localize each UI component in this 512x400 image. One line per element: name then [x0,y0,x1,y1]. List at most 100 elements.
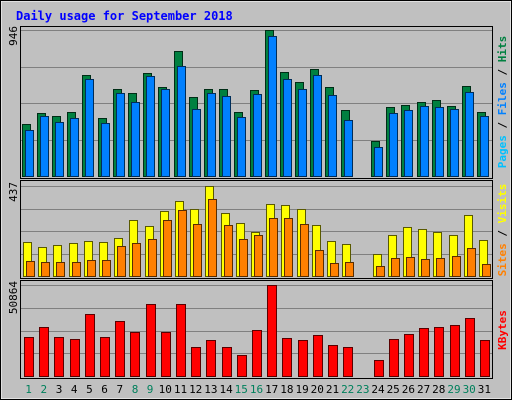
bar-files-day-10 [161,89,170,177]
bar-kbytes-day-5 [85,314,95,377]
bar-files-day-31 [480,116,489,177]
bar-kbytes-day-30 [465,318,475,377]
bar-files-day-13 [207,93,216,177]
bar-kbytes-day-11 [176,304,186,377]
bar-sites-day-4 [72,262,81,277]
bar-sites-day-5 [87,260,96,277]
bar-sites-day-2 [41,262,50,277]
bar-sites-day-26 [406,257,415,277]
bar-files-day-22 [344,120,353,177]
bar-files-day-25 [389,113,398,177]
legend-entry: / [496,62,509,82]
bar-kbytes-day-19 [298,340,308,377]
legend-entry: Visits [496,184,509,224]
panel-legend: Sites / Visits [496,184,509,277]
legend-entry: Hits [496,36,509,63]
bar-files-day-20 [313,75,322,177]
x-tick-label-day-20: 20 [311,383,324,396]
x-tick-label-day-21: 21 [326,383,339,396]
bar-sites-day-20 [315,250,324,277]
bar-sites-day-30 [467,248,476,277]
panel-max-label: 946 [7,26,20,46]
bar-kbytes-day-2 [39,327,49,377]
bar-files-day-8 [131,102,140,177]
bar-sites-day-22 [345,262,354,277]
bar-files-day-14 [222,96,231,177]
x-tick-label-day-25: 25 [387,383,400,396]
x-tick-label-day-4: 4 [71,383,78,396]
bar-sites-day-9 [148,239,157,277]
bar-sites-day-31 [482,264,491,277]
bar-files-day-26 [404,110,413,177]
panel-max-label: 437 [7,182,20,202]
bar-sites-day-10 [163,220,172,277]
legend-entry: KBytes [496,310,509,350]
x-tick-label-day-12: 12 [189,383,202,396]
bar-files-day-24 [374,147,383,177]
x-tick-label-day-17: 17 [265,383,278,396]
bar-files-day-21 [328,95,337,177]
x-tick-label-day-1: 1 [25,383,32,396]
bar-kbytes-day-12 [191,347,201,377]
bar-marks [22,30,491,377]
bar-sites-day-29 [452,256,461,277]
panel-legend: Pages / Files / Hits [496,36,509,169]
bar-kbytes-day-17 [267,285,277,377]
bar-sites-day-7 [117,246,126,277]
bar-sites-day-25 [391,258,400,277]
x-tick-label-day-13: 13 [204,383,217,396]
bar-files-day-27 [420,106,429,177]
x-tick-label-day-26: 26 [402,383,415,396]
x-tick-label-day-15: 15 [235,383,248,396]
bar-kbytes-day-16 [252,330,262,377]
bar-files-day-15 [237,117,246,177]
bar-kbytes-day-20 [313,335,323,377]
bar-sites-day-13 [208,199,217,277]
x-tick-label-day-8: 8 [132,383,139,396]
x-tick-label-day-3: 3 [56,383,63,396]
x-tick-label-day-27: 27 [417,383,430,396]
bar-files-day-12 [192,109,201,177]
bar-files-day-9 [146,76,155,177]
bar-sites-day-28 [436,258,445,277]
legend-entry: Files [496,82,509,115]
x-tick-label-day-30: 30 [463,383,476,396]
bar-files-day-3 [55,122,64,177]
panel-max-label: 50864 [7,281,20,314]
x-tick-label-day-11: 11 [174,383,187,396]
bar-kbytes-day-4 [70,339,80,377]
bar-sites-day-11 [178,210,187,277]
bar-files-day-6 [101,123,110,177]
legend-entry: Pages [496,135,509,168]
x-tick-label-day-19: 19 [295,383,308,396]
bar-sites-day-8 [132,243,141,277]
bar-sites-day-12 [193,224,202,277]
bar-sites-day-19 [300,224,309,277]
bar-kbytes-day-13 [206,340,216,377]
bar-kbytes-day-1 [24,337,34,377]
legend-entry: / [496,223,509,243]
bar-files-day-4 [70,118,79,177]
x-tick-label-day-31: 31 [478,383,491,396]
x-tick-label-day-24: 24 [371,383,385,396]
bar-files-day-29 [450,109,459,177]
bar-sites-day-3 [56,262,65,277]
bar-kbytes-day-27 [419,328,429,377]
bar-sites-day-1 [26,261,35,277]
bar-kbytes-day-3 [54,337,64,377]
bar-files-day-30 [465,92,474,177]
bar-sites-day-6 [102,260,111,277]
panel-legend: KBytes [496,310,509,350]
bar-sites-day-14 [224,225,233,277]
bar-files-day-17 [268,36,277,177]
x-tick-label-day-16: 16 [250,383,263,396]
bar-kbytes-day-10 [161,332,171,377]
bar-sites-day-24 [376,266,385,277]
bar-kbytes-day-9 [146,304,156,377]
x-tick-label-day-9: 9 [147,383,154,396]
bar-kbytes-day-31 [480,340,490,377]
bar-sites-day-17 [269,218,278,277]
bar-kbytes-day-29 [450,325,460,377]
bar-kbytes-day-7 [115,321,125,377]
x-tick-label-day-10: 10 [159,383,172,396]
